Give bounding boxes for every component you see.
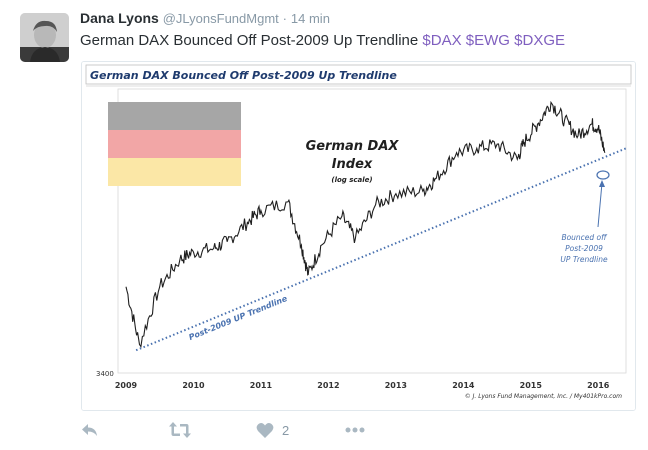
- retweet-button[interactable]: [168, 418, 192, 442]
- tweet-actions: 2: [80, 418, 480, 442]
- x-tick-label: 2016: [587, 381, 610, 390]
- separator-dot: ·: [282, 11, 288, 26]
- like-button[interactable]: 2: [256, 418, 289, 442]
- x-tick-label: 2014: [452, 381, 475, 390]
- avatar[interactable]: [20, 13, 69, 62]
- bounce-marker: [596, 170, 610, 180]
- bounce-arrow-head: [599, 180, 605, 187]
- trendline: [135, 147, 627, 352]
- more-button[interactable]: [344, 418, 366, 442]
- bounce-label-3: UP Trendline: [560, 255, 608, 264]
- author-name[interactable]: Dana Lyons: [80, 10, 159, 26]
- like-count: 2: [282, 422, 290, 438]
- bounce-arrow: [597, 182, 603, 228]
- tweet-text: German DAX Bounced Off Post-2009 Up Tren…: [80, 32, 565, 49]
- chart-annotation-title-1: German DAX: [306, 139, 400, 154]
- reply-button[interactable]: [80, 418, 100, 442]
- dax-chart: German DAX Bounced Off Post-2009 Up Tren…: [82, 62, 635, 410]
- x-tick-label: 2009: [115, 381, 138, 390]
- chart-annotation-title-2: Index: [332, 157, 373, 172]
- x-tick-label: 2011: [250, 381, 273, 390]
- bounce-label-2: Post-2009: [565, 244, 603, 253]
- x-tick-label: 2015: [520, 381, 543, 390]
- cashtag-dax[interactable]: $DAX: [422, 32, 462, 49]
- cashtag-dxge[interactable]: $DXGE: [514, 32, 565, 49]
- tweet-text-body: German DAX Bounced Off Post-2009 Up Tren…: [80, 32, 419, 49]
- x-tick-label: 2010: [182, 381, 205, 390]
- timestamp[interactable]: 14 min: [290, 11, 330, 26]
- chart-credit: © J. Lyons Fund Management, Inc. / My401…: [465, 393, 622, 400]
- x-tick-label: 2013: [385, 381, 407, 390]
- bounce-label-1: Bounced off: [561, 233, 608, 242]
- reply-icon: [82, 424, 97, 436]
- x-tick-label: 2012: [317, 381, 339, 390]
- tweet-header: Dana Lyons @JLyonsFundMgmt · 14 min: [80, 10, 330, 26]
- dax-series-line: [125, 100, 606, 349]
- retweet-icon: [169, 422, 191, 438]
- flag-stripe-top: [108, 102, 241, 130]
- flag-stripe-bottom: [108, 158, 241, 186]
- more-icon: [345, 427, 365, 433]
- flag-stripe-middle: [108, 130, 241, 158]
- heart-icon: [256, 422, 274, 438]
- chart-annotation-subtitle: (log scale): [331, 176, 372, 184]
- y-tick-label: 3400: [96, 370, 114, 378]
- cashtag-ewg[interactable]: $EWG: [465, 32, 510, 49]
- chart-title: German DAX Bounced Off Post-2009 Up Tren…: [90, 69, 397, 82]
- x-axis-ticks: 2009 2010 2011 2012 2013 2014 2015 2016: [115, 381, 610, 390]
- tweet-media[interactable]: German DAX Bounced Off Post-2009 Up Tren…: [81, 61, 636, 411]
- author-handle[interactable]: @JLyonsFundMgmt: [162, 11, 279, 26]
